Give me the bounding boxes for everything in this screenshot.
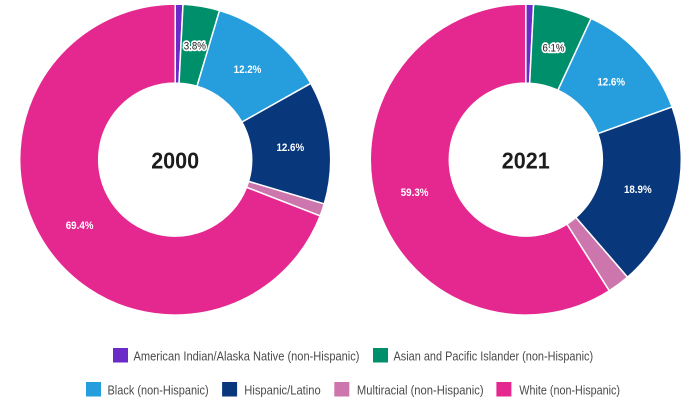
svg-text:Black (non-Hispanic): Black (non-Hispanic) xyxy=(108,382,209,397)
svg-text:2021: 2021 xyxy=(502,147,550,173)
svg-text:12.6%: 12.6% xyxy=(276,142,304,154)
svg-text:6.1%: 6.1% xyxy=(542,42,564,54)
svg-text:12.2%: 12.2% xyxy=(234,64,262,76)
svg-text:American Indian/Alaska Native: American Indian/Alaska Native (non-Hispa… xyxy=(134,349,360,364)
svg-text:69.4%: 69.4% xyxy=(66,220,94,232)
svg-text:59.3%: 59.3% xyxy=(401,187,429,199)
svg-text:White (non-Hispanic): White (non-Hispanic) xyxy=(519,382,620,397)
svg-text:Multiracial (non-Hispanic): Multiracial (non-Hispanic) xyxy=(357,382,484,397)
svg-text:Asian and Pacific Islander (no: Asian and Pacific Islander (non-Hispanic… xyxy=(394,349,594,364)
svg-text:2000: 2000 xyxy=(151,147,199,173)
svg-text:18.9%: 18.9% xyxy=(624,184,652,196)
svg-text:Hispanic/Latino: Hispanic/Latino xyxy=(244,382,320,397)
svg-text:12.6%: 12.6% xyxy=(597,77,625,89)
svg-text:6.1%: 6.1% xyxy=(542,42,564,54)
svg-text:3.8%: 3.8% xyxy=(184,41,206,53)
svg-text:3.8%: 3.8% xyxy=(184,41,206,53)
